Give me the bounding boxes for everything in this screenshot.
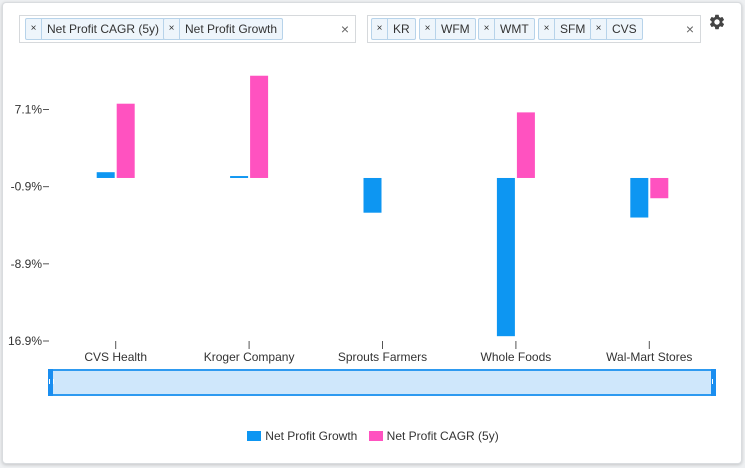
company-chip[interactable]: × KR — [371, 18, 416, 40]
bar-net-profit-cagr[interactable] — [650, 177, 669, 199]
legend-label: Net Profit CAGR (5y) — [386, 429, 499, 443]
x-tick-label: Sprouts Farmers — [338, 350, 427, 364]
legend-swatch — [247, 431, 262, 441]
legend-item-net-profit-growth[interactable]: Net Profit Growth — [247, 429, 357, 443]
legend-label: Net Profit Growth — [265, 429, 358, 443]
bar-net-profit-growth[interactable] — [496, 177, 515, 337]
x-axis: CVS Health Kroger Company Sprouts Farmers W… — [84, 341, 692, 364]
metric-chip[interactable]: × Net Profit Growth — [163, 18, 284, 40]
x-tick-label: CVS Health — [84, 350, 147, 364]
y-tick-label: 16.9% — [8, 334, 42, 348]
chip-remove-icon[interactable]: × — [164, 19, 180, 39]
chip-label: SFM — [560, 22, 586, 36]
chip-label: WFM — [441, 22, 470, 36]
x-tick-label: Kroger Company — [204, 350, 295, 364]
chip-remove-icon[interactable]: × — [372, 19, 388, 39]
legend-item-net-profit-cagr[interactable]: Net Profit CAGR (5y) — [368, 429, 499, 443]
company-chip[interactable]: × WMT — [478, 18, 535, 40]
navigator-right-handle[interactable] — [711, 369, 717, 396]
bar-net-profit-growth[interactable] — [96, 172, 115, 178]
chip-label: CVS — [612, 22, 637, 36]
bar-net-profit-growth[interactable] — [630, 177, 649, 218]
chip-remove-icon[interactable]: × — [591, 19, 607, 39]
chip-label: KR — [393, 22, 410, 36]
chip-remove-icon[interactable]: × — [539, 19, 555, 39]
company-selector[interactable]: × KR × WFM × WMT × SFM × CVS × — [367, 15, 701, 43]
chip-remove-icon[interactable]: × — [479, 19, 495, 39]
y-axis: 7.1% -0.9% -8.9% 16.9% — [8, 102, 49, 348]
company-chip[interactable]: × CVS — [590, 18, 643, 40]
navigator-left-handle[interactable] — [48, 369, 54, 396]
metric-chip[interactable]: × Net Profit CAGR (5y) — [25, 18, 166, 40]
metric-selector[interactable]: × Net Profit CAGR (5y) × Net Profit Grow… — [19, 15, 356, 43]
x-tick-label: Whole Foods — [481, 350, 552, 364]
chip-label: Net Profit CAGR (5y) — [47, 22, 160, 36]
gear-icon[interactable] — [708, 13, 726, 31]
clear-metrics-icon[interactable]: × — [340, 21, 350, 37]
chip-label: Net Profit Growth — [185, 22, 278, 36]
bar-series — [96, 75, 669, 337]
chip-remove-icon[interactable]: × — [420, 19, 436, 39]
bar-chart: 7.1% -0.9% -8.9% 16.9% CVS Health Kroger Com… — [8, 75, 692, 364]
range-navigator[interactable] — [48, 369, 717, 396]
bar-net-profit-cagr[interactable] — [250, 75, 269, 178]
company-chip[interactable]: × WFM — [419, 18, 476, 40]
chip-label: WMT — [500, 22, 529, 36]
y-tick-label: -0.9% — [11, 180, 43, 194]
clear-companies-icon[interactable]: × — [685, 21, 695, 37]
bar-net-profit-cagr[interactable] — [116, 103, 135, 178]
bar-net-profit-growth[interactable] — [230, 176, 249, 178]
chip-remove-icon[interactable]: × — [26, 19, 42, 39]
bar-net-profit-cagr[interactable] — [516, 112, 535, 178]
bar-net-profit-growth[interactable] — [363, 177, 382, 213]
y-tick-label: -8.9% — [11, 257, 43, 271]
y-tick-label: 7.1% — [15, 102, 43, 116]
legend: Net Profit Growth Net Profit CAGR (5y) — [3, 429, 741, 444]
legend-swatch — [368, 431, 383, 441]
x-tick-label: Wal-Mart Stores — [606, 350, 692, 364]
